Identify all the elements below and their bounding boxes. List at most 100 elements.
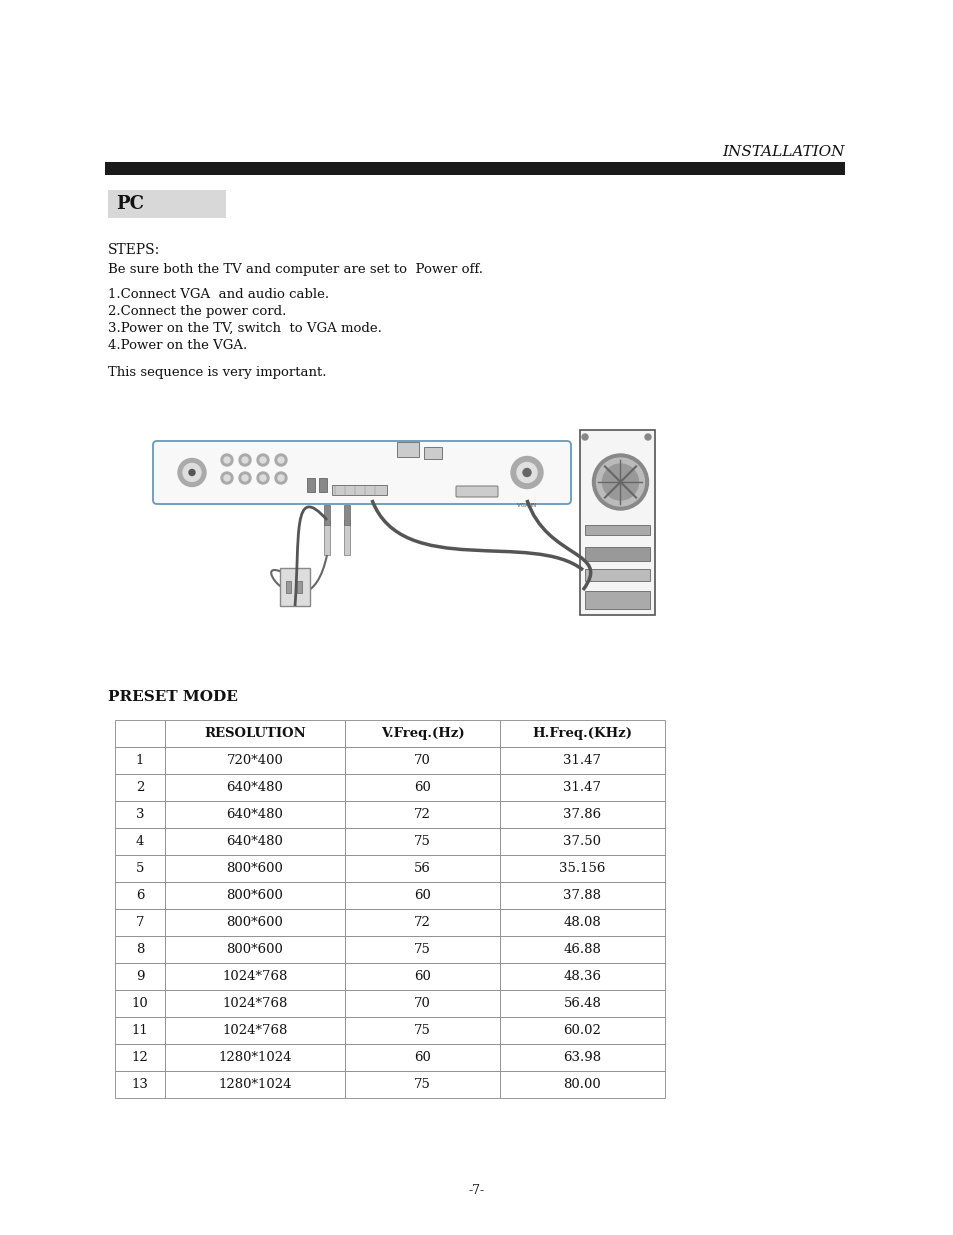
Text: 1: 1 <box>135 755 144 767</box>
Text: 12: 12 <box>132 1051 149 1065</box>
Bar <box>115 990 165 1016</box>
Text: 48.08: 48.08 <box>563 916 600 929</box>
Bar <box>584 525 649 535</box>
Bar <box>165 909 345 936</box>
Text: 72: 72 <box>414 916 431 929</box>
Bar <box>499 936 664 963</box>
Text: 8: 8 <box>135 944 144 956</box>
Text: 60: 60 <box>414 969 431 983</box>
Text: 1280*1024: 1280*1024 <box>218 1078 292 1091</box>
Bar <box>165 1071 345 1098</box>
Circle shape <box>596 458 644 506</box>
Circle shape <box>239 454 251 466</box>
Text: 2.Connect the power cord.: 2.Connect the power cord. <box>108 305 286 317</box>
Circle shape <box>239 472 251 484</box>
Bar <box>499 990 664 1016</box>
Bar <box>344 520 350 555</box>
Circle shape <box>256 454 269 466</box>
Text: 70: 70 <box>414 997 431 1010</box>
Bar <box>584 569 649 580</box>
Text: 1280*1024: 1280*1024 <box>218 1051 292 1065</box>
Text: 70: 70 <box>414 755 431 767</box>
Bar <box>280 568 310 606</box>
Bar <box>584 592 649 609</box>
Bar <box>165 936 345 963</box>
Text: 60: 60 <box>414 889 431 902</box>
Text: 10: 10 <box>132 997 149 1010</box>
Text: 4.Power on the VGA.: 4.Power on the VGA. <box>108 338 247 352</box>
Text: RESOLUTION: RESOLUTION <box>204 727 306 740</box>
Bar <box>286 580 291 593</box>
Bar <box>115 882 165 909</box>
Text: 3: 3 <box>135 808 144 821</box>
Bar <box>499 774 664 802</box>
Bar <box>499 855 664 882</box>
Bar <box>345 855 499 882</box>
Text: H.Freq.(KHz): H.Freq.(KHz) <box>532 727 632 740</box>
Text: 31.47: 31.47 <box>563 781 601 794</box>
Bar <box>499 1071 664 1098</box>
Text: 37.88: 37.88 <box>563 889 601 902</box>
Text: 6: 6 <box>135 889 144 902</box>
Text: 63.98: 63.98 <box>563 1051 601 1065</box>
Bar <box>165 802 345 827</box>
Bar <box>115 774 165 802</box>
Bar <box>165 1044 345 1071</box>
Bar <box>499 802 664 827</box>
Text: 31.47: 31.47 <box>563 755 601 767</box>
Bar <box>423 447 441 459</box>
Bar <box>579 430 655 615</box>
Bar <box>344 505 350 525</box>
Text: STEPS:: STEPS: <box>108 243 160 257</box>
Text: V.Freq.(Hz): V.Freq.(Hz) <box>380 727 464 740</box>
Text: 60: 60 <box>414 781 431 794</box>
Bar <box>318 478 327 492</box>
Text: 800*600: 800*600 <box>226 862 283 876</box>
Text: 60.02: 60.02 <box>563 1024 600 1037</box>
Bar <box>499 1044 664 1071</box>
Text: This sequence is very important.: This sequence is very important. <box>108 366 326 379</box>
Bar <box>499 827 664 855</box>
Bar <box>115 1044 165 1071</box>
Text: 9: 9 <box>135 969 144 983</box>
Bar <box>324 520 330 555</box>
Text: 13: 13 <box>132 1078 149 1091</box>
Text: 640*480: 640*480 <box>226 835 283 848</box>
Circle shape <box>221 454 233 466</box>
Text: 35.156: 35.156 <box>558 862 605 876</box>
Text: 11: 11 <box>132 1024 149 1037</box>
Text: 640*480: 640*480 <box>226 808 283 821</box>
Text: 75: 75 <box>414 1078 431 1091</box>
Text: 1024*768: 1024*768 <box>222 997 288 1010</box>
Circle shape <box>517 462 537 483</box>
Bar <box>165 747 345 774</box>
Bar <box>345 774 499 802</box>
Text: INSTALLATION: INSTALLATION <box>721 144 844 159</box>
Bar <box>499 963 664 990</box>
Bar <box>345 747 499 774</box>
Text: 56: 56 <box>414 862 431 876</box>
Bar <box>115 720 165 747</box>
Text: 75: 75 <box>414 1024 431 1037</box>
Text: 5: 5 <box>135 862 144 876</box>
Bar <box>345 720 499 747</box>
Text: 1024*768: 1024*768 <box>222 969 288 983</box>
Circle shape <box>178 458 206 487</box>
Text: VGA IN: VGA IN <box>517 503 536 508</box>
Bar <box>115 747 165 774</box>
Bar <box>165 774 345 802</box>
Text: 800*600: 800*600 <box>226 916 283 929</box>
Text: 80.00: 80.00 <box>563 1078 600 1091</box>
Text: PRESET MODE: PRESET MODE <box>108 690 237 704</box>
Text: 3.Power on the TV, switch  to VGA mode.: 3.Power on the TV, switch to VGA mode. <box>108 322 381 335</box>
Text: 56.48: 56.48 <box>563 997 600 1010</box>
Text: 46.88: 46.88 <box>563 944 600 956</box>
Bar <box>115 802 165 827</box>
Text: 75: 75 <box>414 944 431 956</box>
Circle shape <box>256 472 269 484</box>
Text: 60: 60 <box>414 1051 431 1065</box>
Bar <box>345 1044 499 1071</box>
Text: 4: 4 <box>135 835 144 848</box>
Text: 37.50: 37.50 <box>563 835 601 848</box>
Bar <box>345 1071 499 1098</box>
